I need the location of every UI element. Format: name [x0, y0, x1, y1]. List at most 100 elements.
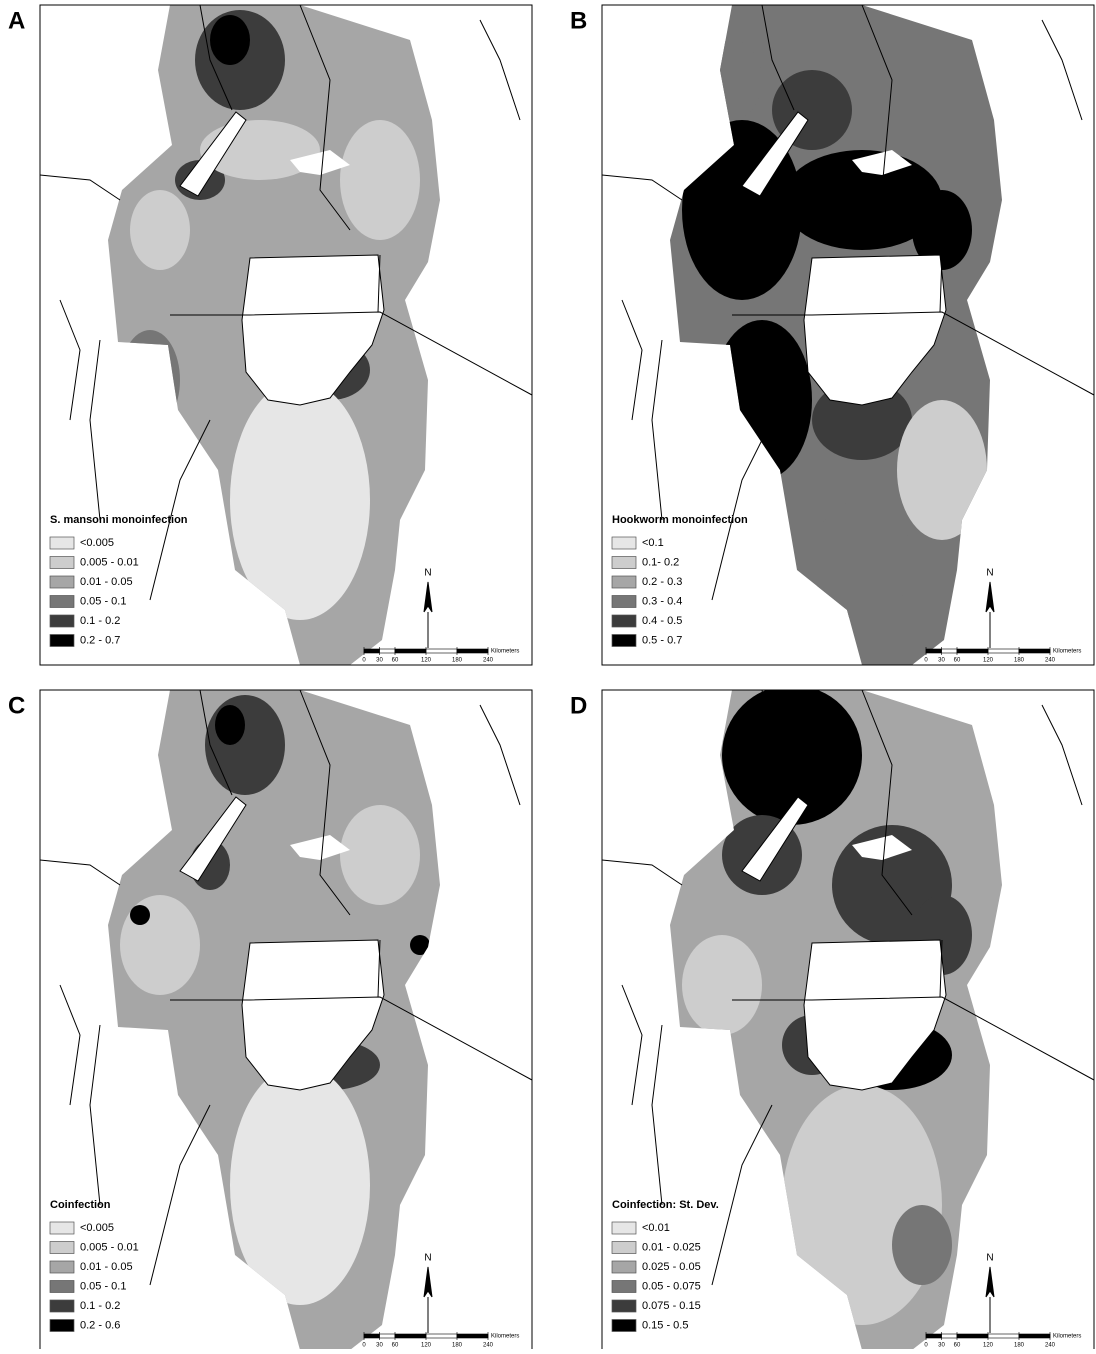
legend-label: 0.2 - 0.6	[80, 1319, 120, 1331]
scale-tick-label: 0	[924, 1343, 928, 1349]
shade-patch	[897, 400, 987, 540]
shade-patch	[205, 695, 285, 795]
legend-label: 0.4 - 0.5	[642, 615, 682, 627]
legend-label: 0.3 - 0.4	[642, 595, 682, 607]
scale-tick-label: 180	[1014, 658, 1025, 664]
map-panel: DCoinfection: St. Dev.<0.010.01 - 0.0250…	[570, 685, 1094, 1349]
scale-tick-label: 180	[452, 658, 463, 664]
scale-unit: Kilometers	[491, 1334, 519, 1340]
legend-swatch	[612, 1300, 636, 1312]
shade-patch	[215, 705, 245, 745]
legend-label: <0.005	[80, 1222, 114, 1234]
legend-label: 0.5 - 0.7	[642, 634, 682, 646]
scale-segment	[380, 1334, 396, 1338]
legend-label: 0.075 - 0.15	[642, 1300, 701, 1312]
scale-tick-label: 0	[362, 658, 366, 664]
legend-label: 0.05 - 0.075	[642, 1280, 701, 1292]
border-line	[602, 175, 682, 200]
border-line	[712, 420, 772, 600]
scale-segment	[926, 1334, 942, 1338]
legend-label: 0.05 - 0.1	[80, 1280, 126, 1292]
scale-segment	[395, 1334, 426, 1338]
scale-tick-label: 0	[362, 1343, 366, 1349]
scale-segment	[957, 649, 988, 653]
scale-tick-label: 60	[954, 1343, 961, 1349]
shade-patch	[230, 1065, 370, 1305]
shade-patch	[130, 905, 150, 925]
scale-segment	[1019, 649, 1050, 653]
border-line	[150, 420, 210, 600]
legend-label: <0.01	[642, 1222, 670, 1234]
legend-label: 0.01 - 0.05	[80, 576, 133, 588]
legend-swatch	[612, 615, 636, 627]
legend-swatch	[50, 635, 74, 647]
legend-label: 0.01 - 0.05	[80, 1261, 133, 1273]
scale-segment	[988, 649, 1019, 653]
panel-letter: B	[570, 7, 587, 34]
scale-tick-label: 120	[421, 658, 432, 664]
scale-unit: Kilometers	[1053, 1334, 1081, 1340]
scale-unit: Kilometers	[1053, 649, 1081, 655]
scale-tick-label: 60	[954, 658, 961, 664]
scale-tick-label: 240	[1045, 658, 1056, 664]
shade-patch	[120, 330, 180, 430]
border-line	[480, 705, 520, 805]
legend-label: 0.2 - 0.7	[80, 634, 120, 646]
north-label: N	[986, 1253, 993, 1264]
north-arrow	[986, 582, 994, 648]
scale-segment	[364, 1334, 380, 1338]
legend-label: <0.005	[80, 537, 114, 549]
legend-swatch	[50, 596, 74, 608]
legend-label: 0.005 - 0.01	[80, 1241, 139, 1253]
scale-segment	[926, 649, 942, 653]
shade-patch	[812, 500, 912, 620]
scale-tick-label: 0	[924, 658, 928, 664]
legend-label: 0.2 - 0.3	[642, 576, 682, 588]
legend-swatch	[612, 1261, 636, 1273]
north-label: N	[424, 568, 431, 579]
north-label: N	[424, 1253, 431, 1264]
border-line	[1042, 20, 1082, 120]
legend-swatch	[50, 1281, 74, 1293]
legend-swatch	[612, 635, 636, 647]
legend-title: Coinfection	[50, 1199, 111, 1211]
scale-segment	[457, 649, 488, 653]
legend-swatch	[612, 537, 636, 549]
scale-segment	[426, 1334, 457, 1338]
north-arrow	[424, 582, 432, 648]
shade-patch	[340, 805, 420, 905]
shade-patch	[892, 1205, 952, 1285]
scale-tick-label: 30	[376, 1343, 383, 1349]
legend-title: S. mansoni monoinfection	[50, 514, 188, 526]
legend-label: 0.1- 0.2	[642, 556, 679, 568]
shade-patch	[702, 40, 762, 120]
border-line	[60, 985, 80, 1105]
legend-swatch	[612, 596, 636, 608]
scale-tick-label: 30	[938, 1343, 945, 1349]
legend-label: <0.1	[642, 537, 664, 549]
scale-tick-label: 120	[421, 1343, 432, 1349]
legend-label: 0.01 - 0.025	[642, 1241, 701, 1253]
map-panel: C Coinfection <0.005 0.005 - 0.01 0.01 - 0.0…	[8, 690, 532, 1349]
legend-label: 0.1 - 0.2	[80, 615, 120, 627]
border-line	[150, 1105, 210, 1285]
shade-patch	[782, 1085, 942, 1325]
border-line	[602, 860, 682, 885]
legend-swatch	[612, 1222, 636, 1234]
scale-tick-label: 240	[1045, 1343, 1056, 1349]
legend-swatch	[612, 1242, 636, 1254]
scale-segment	[380, 649, 396, 653]
legend-swatch	[50, 1320, 74, 1332]
border-line	[1042, 705, 1082, 805]
shade-patch	[210, 15, 250, 65]
scale-segment	[988, 1334, 1019, 1338]
border-line	[40, 175, 120, 200]
shade-patch	[722, 685, 862, 825]
scale-tick-label: 60	[392, 1343, 399, 1349]
scale-tick-label: 180	[452, 1343, 463, 1349]
panel-letter: D	[570, 692, 587, 719]
panel-letter: C	[8, 692, 25, 719]
border-line	[40, 860, 120, 885]
